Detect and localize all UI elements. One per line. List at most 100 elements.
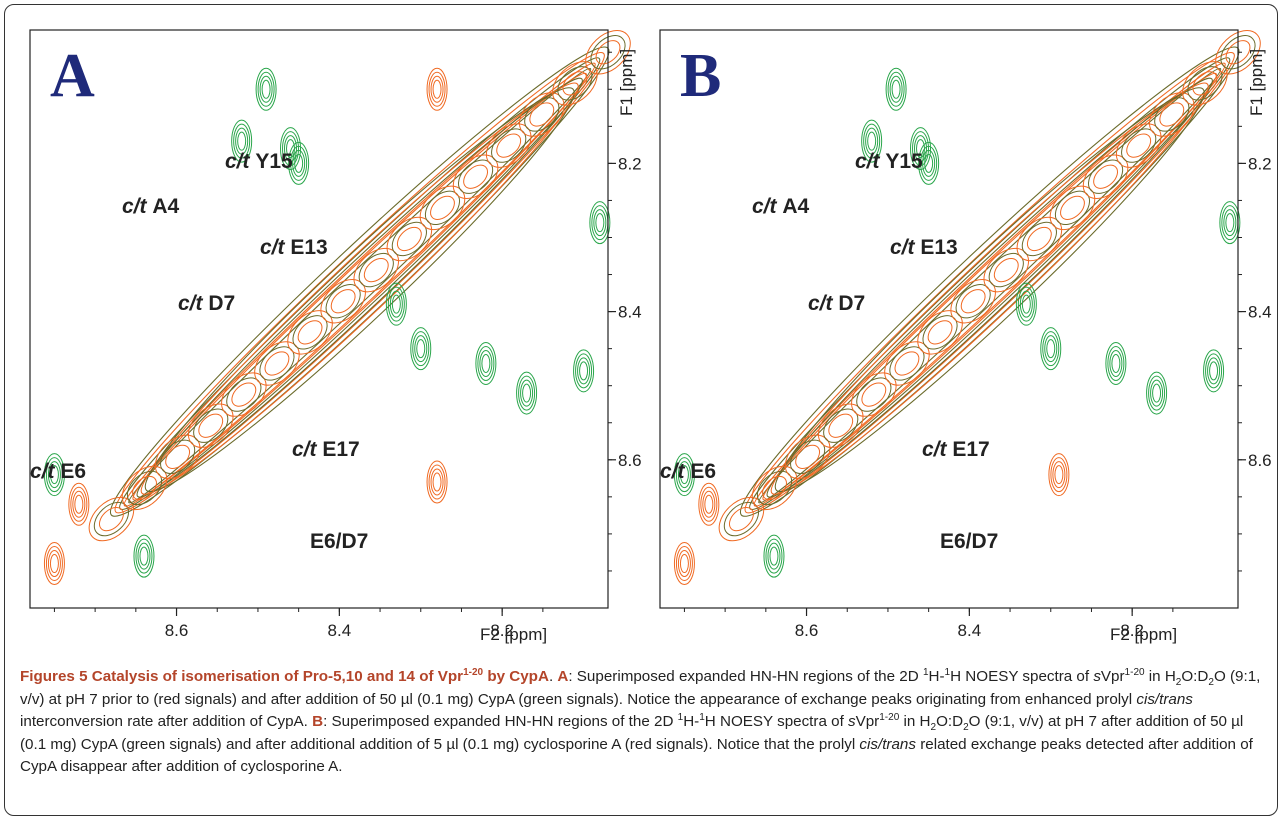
diagonal-peak-contour (993, 257, 1019, 283)
diagonal-peak-contour (927, 320, 953, 345)
x-tick: 8.4 (328, 608, 352, 640)
diagonal-peak-contour (226, 377, 262, 412)
diagonal-contour-ring (770, 82, 1209, 495)
diagonal-peak-contour (557, 66, 593, 101)
spectrum-panel-b: B F2 [ppm] F1 [ppm] 8.6 8.4 8.2 8.2 8.4 8.6 … (640, 28, 1275, 658)
diagonal-contour-ring (128, 67, 592, 504)
peak-label: c/t E6 (30, 460, 86, 483)
diagonal-peak-contour (1087, 159, 1124, 194)
diagonal-peak-contour (221, 372, 267, 417)
peak-label: c/t A4 (752, 195, 810, 218)
diagonal-peak-contour (529, 102, 555, 127)
diagonal-contour-ring (123, 62, 596, 507)
cross-peak (133, 534, 155, 578)
diagonal-contour-ring (766, 77, 1213, 498)
cross-peak (1105, 341, 1127, 385)
diagonal-peak-contour (264, 351, 290, 376)
diagonal-contour-ring (744, 51, 1235, 514)
peak-label: E6/D7 (940, 530, 998, 553)
cross-peak (255, 67, 277, 111)
diagonal-peak-contour (254, 341, 300, 386)
diagonal-contours (718, 30, 1261, 542)
x-axis-label: F2 [ppm] (480, 625, 547, 644)
diagonal-peak-contour (457, 159, 494, 194)
diagonal-contour-ring (132, 72, 588, 501)
diagonal-contours (88, 30, 631, 542)
plot-frame (659, 29, 1239, 609)
diagonal-peak-contour (955, 284, 991, 319)
diagonal-contour-ring (109, 46, 610, 517)
x-tick: 8.2 (490, 608, 514, 640)
y-axis-label: F1 [ppm] (617, 49, 636, 116)
spectrum-svg-b: B F2 [ppm] F1 [ppm] 8.6 8.4 8.2 8.28.48.6 … (659, 29, 1272, 644)
cross-peak (1048, 453, 1070, 497)
figure-caption: Figures 5 Catalysis of isomerisation of … (20, 666, 1261, 775)
diagonal-peak-contour (154, 434, 201, 480)
diagonal-peak-contour (751, 465, 798, 511)
cross-peak (1040, 327, 1062, 371)
diagonal-peak-contour (889, 346, 925, 381)
diagonal-peak-contour (1159, 102, 1185, 127)
diagonal-peak-contour (917, 310, 963, 355)
diagonal-peak-contour (1054, 190, 1091, 226)
diagonal-peak-contour (960, 289, 986, 314)
x-ticks: 8.6 8.4 8.2 (683, 608, 1174, 640)
diagonal-peak-contour (419, 185, 466, 231)
diagonal-peak-contour (728, 506, 754, 532)
diagonal-peak-contour (1049, 185, 1096, 231)
cross-peak (1203, 349, 1225, 393)
cross-peak (861, 119, 883, 163)
caption-b: B (312, 713, 324, 730)
diagonal-peak-contour (1225, 40, 1251, 65)
peak-label: E6/D7 (310, 530, 368, 553)
panel-letter: B (680, 42, 721, 110)
cross-peak (763, 534, 785, 578)
diagonal-peak-contour (93, 501, 129, 537)
diagonal-peak-contour (1182, 61, 1228, 106)
cross-peak (673, 542, 695, 586)
peak-label: c/t Y15 (225, 150, 293, 173)
diagonal-peak-contour (1060, 195, 1085, 220)
cross-peak (918, 141, 940, 185)
cross-peak (43, 453, 65, 497)
diagonal-peak-contour (1215, 30, 1261, 75)
x-tick: 8.6 (795, 608, 819, 640)
diagonal-peak-contour (590, 35, 626, 70)
diagonal-peak-contour (784, 434, 831, 480)
figure-frame (4, 4, 1278, 816)
diagonal-contour-ring (774, 87, 1205, 493)
y-tick: 8.4 (1238, 303, 1272, 322)
peak-label: c/t Y15 (855, 150, 923, 173)
diagonal-peak-contour (165, 444, 191, 469)
diagonal-peak-contour (585, 30, 631, 75)
cross-peak (589, 201, 611, 245)
diagonal-peak-contour (562, 71, 588, 96)
diagonal-peak-contour (1154, 97, 1190, 132)
diagonal-peak-contour (1082, 154, 1129, 199)
diagonal-peak-contour (1192, 71, 1218, 96)
x-tick-label: 8.6 (795, 621, 819, 640)
x-tick-label: 8.2 (490, 621, 514, 640)
caption-a: A (557, 668, 569, 685)
cross-peaks (673, 67, 1241, 586)
diagonal-peak-contour (524, 97, 560, 132)
x-tick-label: 8.6 (165, 621, 189, 640)
cross-peak (43, 542, 65, 586)
y-ticks: 8.2 8.4 8.6 (608, 51, 642, 572)
cross-peak (1146, 371, 1168, 415)
x-tick-label: 8.4 (328, 621, 352, 640)
diagonal-peak-contour (922, 315, 958, 350)
diagonal-peak-contour (193, 408, 229, 443)
diagonal-peak-contour (491, 128, 527, 163)
cross-peak (426, 460, 448, 504)
diagonal-peak-contour (297, 320, 323, 345)
y-tick: 8.6 (608, 451, 642, 470)
diagonal-peak-contour (353, 247, 399, 293)
y-tick-label: 8.6 (1248, 451, 1272, 470)
cross-peak (426, 67, 448, 111)
caption-title: Figures 5 Catalysis of isomerisation of … (20, 666, 549, 685)
diagonal-peak-contour (452, 154, 499, 199)
x-tick-label: 8.2 (1120, 621, 1144, 640)
diagonal-peak-contour (795, 444, 821, 469)
diagonal-peak-contour (231, 382, 257, 407)
